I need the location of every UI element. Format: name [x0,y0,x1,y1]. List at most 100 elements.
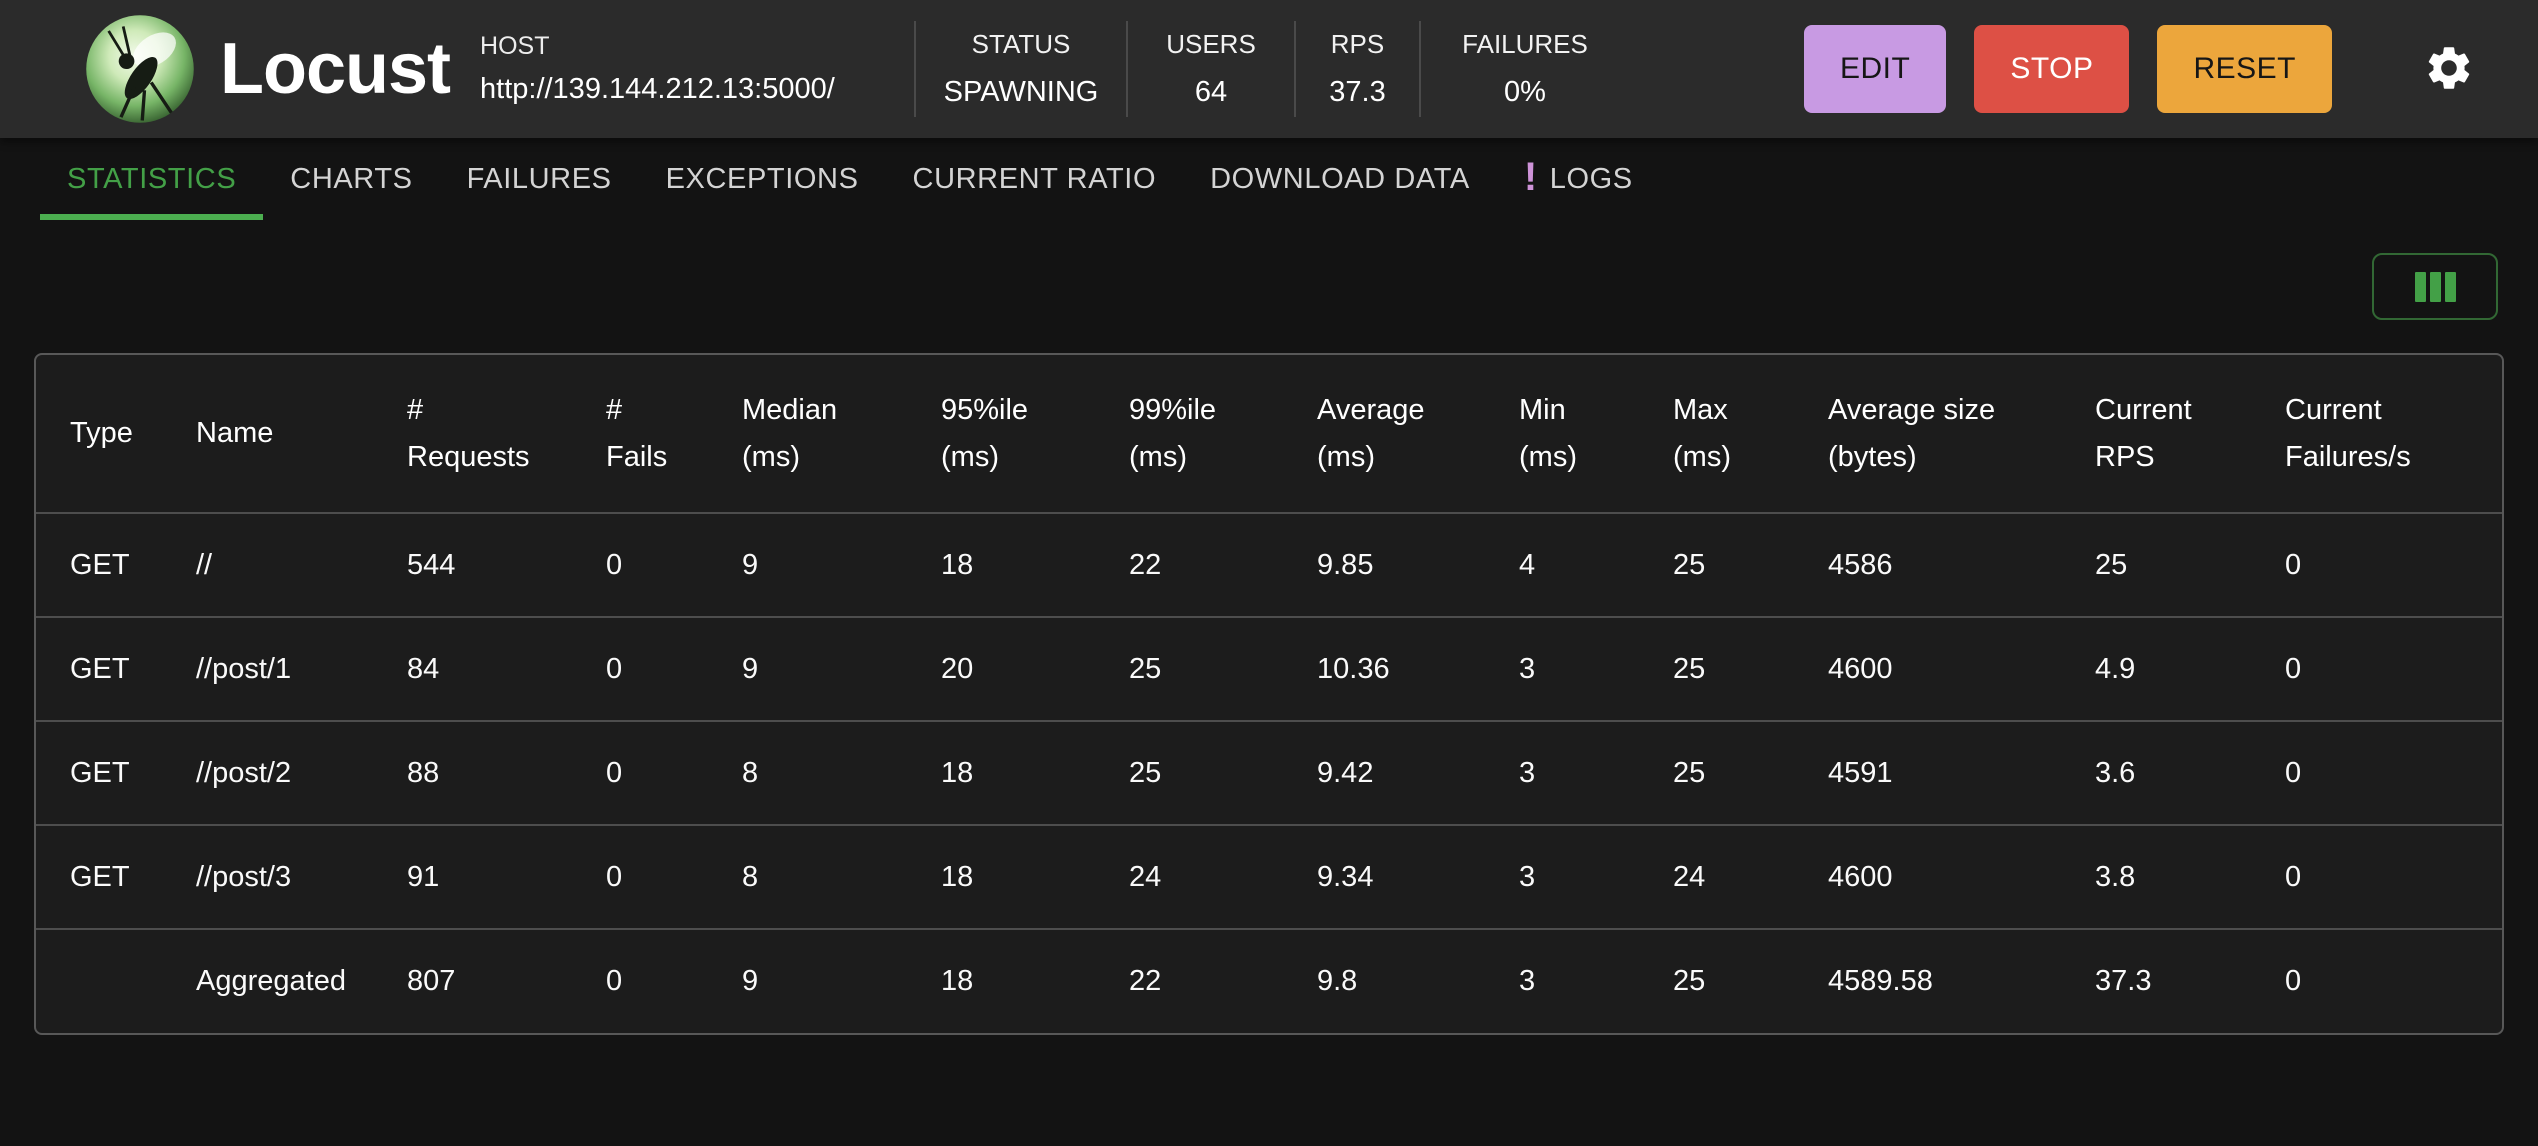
tab-charts[interactable]: CHARTS [263,138,439,220]
locust-logo-icon[interactable] [84,13,196,125]
table-cell: //post/1 [162,616,373,721]
tab-statistics[interactable]: STATISTICS [40,138,264,220]
tab-label: LOGS [1549,162,1633,195]
table-cell: 4600 [1794,824,2061,929]
table-cell: 25 [1095,616,1283,721]
stat-value: 0% [1504,76,1546,108]
table-cell: 25 [1639,720,1794,825]
table-cell: 3 [1485,824,1639,929]
column-header-line1: Current [2285,393,2382,426]
table-cell: 9.42 [1283,720,1485,825]
table-cell: GET [36,512,162,617]
stat-value: 64 [1194,76,1228,108]
header-actions: EDIT STOP RESET [1803,25,2476,113]
stat-label: RPS [1330,29,1385,59]
table-header-row: Type Name # Requests # Fails Median (ms) 95%ile (… [36,355,2502,513]
tab-exceptions[interactable]: EXCEPTIONS [639,138,886,220]
table-cell: 91 [373,824,572,929]
table-cell: 10.36 [1283,616,1485,721]
column-header-max[interactable]: Max (ms) [1639,355,1794,513]
table-cell: 25 [1639,512,1794,617]
column-header-average-size[interactable]: Average size (bytes) [1794,355,2061,513]
column-header-line1: Max [1673,393,1728,426]
tab-label: CHARTS [290,162,413,195]
column-header--[interactable]: # Requests [373,355,572,513]
table-cell: 3 [1485,616,1639,721]
column-header-median[interactable]: Median (ms) [708,355,907,513]
table-cell: 84 [373,616,572,721]
reset-button[interactable]: RESET [2157,25,2332,113]
column-header-type[interactable]: Type [36,355,162,513]
table-cell: 4586 [1794,512,2061,617]
column-header-99-ile[interactable]: 99%ile (ms) [1095,355,1283,513]
stat-value: 37.3 [1329,76,1386,108]
edit-button[interactable]: EDIT [1803,25,1947,113]
tab-bar: STATISTICS CHARTS FAILURES EXCEPTIONS CURREN… [0,138,2538,220]
table-row: Aggregated 807 0 9 18 22 9.8 3 25 4589.58 37.3 0 [36,928,2502,1033]
table-cell: 9 [708,512,907,617]
column-header-line2: Fails [606,440,668,473]
table-cell: 18 [907,824,1095,929]
column-header-line1: Min [1519,393,1566,426]
host-info: HOST http://139.144.212.13:5000/ [480,32,910,106]
tab-failures[interactable]: FAILURES [440,138,639,220]
tab-label: EXCEPTIONS [665,162,859,195]
column-header-line1: Current [2095,393,2192,426]
column-header-line1: Median [742,393,838,426]
stat-label: STATUS [971,29,1071,59]
tab-label: STATISTICS [67,162,237,195]
table-cell: 88 [373,720,572,825]
tab-download-data[interactable]: DOWNLOAD DATA [1183,138,1497,220]
table-cell: 9.85 [1283,512,1485,617]
table-toolbar [0,253,2498,320]
tab-current-ratio[interactable]: CURRENT RATIO [886,138,1184,220]
column-header-line2: (ms) [742,440,800,473]
column-header-min[interactable]: Min (ms) [1485,355,1639,513]
table-cell: 3 [1485,928,1639,1033]
table-cell [36,928,162,1033]
table-cell: 37.3 [2061,928,2251,1033]
table-row: GET//post/2 88 0 8 18 25 9.42 3 25 4591 3.6 0 [36,720,2502,825]
table-cell: //post/2 [162,720,373,825]
column-header-line2: Failures/s [2285,440,2411,473]
table-cell: GET [36,824,162,929]
column-header-current[interactable]: Current Failures/s [2251,355,2502,513]
table-cell: 3 [1485,720,1639,825]
stat-failures: FAILURES 0% [1419,21,1629,117]
column-header-line1: 95%ile [941,393,1029,426]
column-header-name[interactable]: Name [162,355,373,513]
gear-icon [2423,42,2475,97]
stat-rps: RPS 37.3 [1294,21,1419,117]
host-url: http://139.144.212.13:5000/ [480,73,835,105]
column-header-line1: Average size [1828,393,1996,426]
table-cell: 807 [373,928,572,1033]
logs-alert-icon: ! [1523,155,1538,199]
table-cell: 0 [572,720,708,825]
settings-button[interactable] [2422,42,2476,96]
app-header: Locust HOST http://139.144.212.13:5000/ … [0,0,2538,138]
header-stats: STATUS SPAWNING USERS 64 RPS 37.3 FAILURES 0% [914,21,1629,117]
brand-title: Locust [220,29,451,109]
tab-label: DOWNLOAD DATA [1210,162,1470,195]
host-label: HOST [480,32,550,60]
column-header-line1: Name [196,417,274,449]
column-header-95-ile[interactable]: 95%ile (ms) [907,355,1095,513]
table-cell: 25 [1639,928,1794,1033]
table-cell: 25 [2061,512,2251,617]
tab-logs[interactable]: ! LOGS [1497,138,1660,220]
table-cell: 0 [2251,720,2502,825]
column-header-average[interactable]: Average (ms) [1283,355,1485,513]
column-header-line1: 99%ile [1129,393,1217,426]
column-header-current[interactable]: Current RPS [2061,355,2251,513]
column-header--[interactable]: # Fails [572,355,708,513]
table-body: GET//544 0 9 18 22 9.85 4 25 4586 25 0 GET//post/1 8… [36,512,2502,1033]
table-cell: 8 [708,720,907,825]
statistics-table: Type Name # Requests # Fails Median (ms) 95%ile (… [36,355,2502,1033]
stat-label: FAILURES [1462,29,1588,59]
statistics-page: Type Name # Requests # Fails Median (ms) 95%ile (… [0,353,2538,1035]
stop-button[interactable]: STOP [1974,25,2130,113]
table-cell: 18 [907,720,1095,825]
table-cell: 18 [907,928,1095,1033]
table-cell: 0 [572,824,708,929]
column-selector-button[interactable] [2372,253,2498,320]
